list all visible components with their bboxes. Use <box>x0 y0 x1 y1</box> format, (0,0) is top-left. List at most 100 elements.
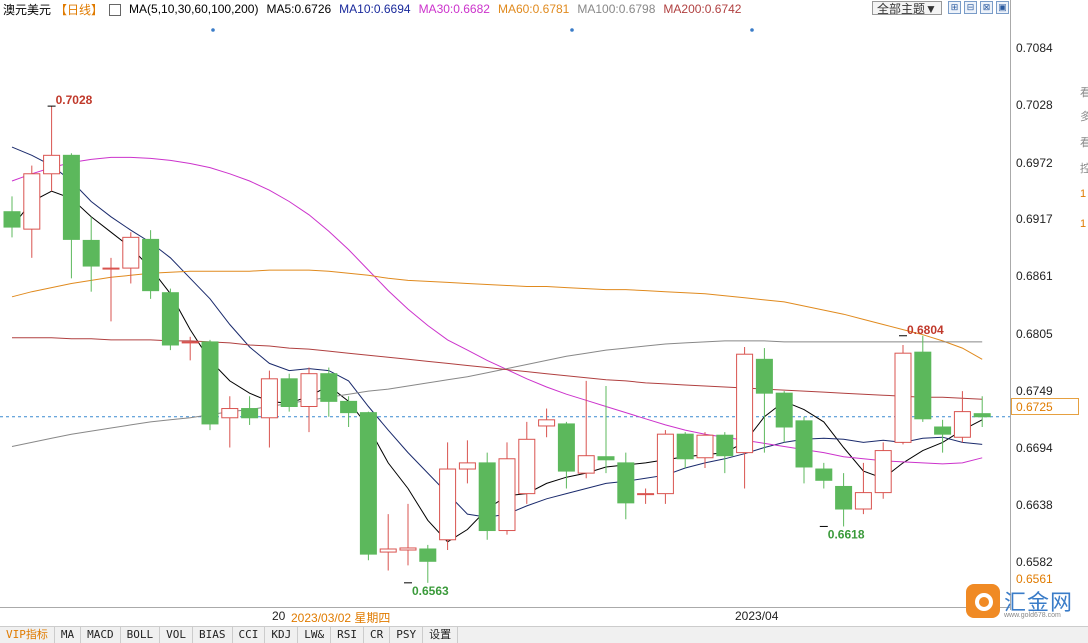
ma5-value: MA5:0.6726 <box>266 2 332 16</box>
current-price-box: 0.6725 <box>1011 398 1079 415</box>
candle-body <box>637 493 655 496</box>
side-char: 1 <box>1080 188 1087 200</box>
y-tick-label: 0.6805 <box>1016 326 1053 341</box>
candle-body <box>755 358 773 394</box>
candlestick-chart[interactable]: 0.7028 0.6563 0.6804 0.6618 <box>0 0 1010 607</box>
candle-body <box>577 455 595 474</box>
candle-body <box>597 456 615 461</box>
ma30-value: MA30:0.6682 <box>418 2 490 16</box>
logo-icon <box>966 584 1000 618</box>
candle-body <box>359 412 377 555</box>
candle-body <box>320 373 338 402</box>
side-char: 1 <box>1080 218 1087 230</box>
ma-title: MA(5,10,30,60,100,200) <box>129 2 259 16</box>
candle-body <box>181 341 199 344</box>
candle-body <box>458 462 476 470</box>
candle-body <box>142 238 160 292</box>
side-char: 控 <box>1080 163 1088 175</box>
candle-body <box>557 423 575 472</box>
event-marker <box>570 28 574 32</box>
ma60-value: MA60:0.6781 <box>497 2 570 16</box>
candle-body <box>399 547 417 551</box>
extreme-label: 0.6563 <box>412 584 449 598</box>
zoom-out-icon[interactable]: ⊟ <box>964 1 977 14</box>
y-tick-label: 0.6638 <box>1016 497 1053 512</box>
theme-dropdown[interactable]: 全部主题▼ <box>872 1 942 16</box>
ma-line-ma60 <box>11 269 983 360</box>
ma-line-ma10 <box>11 146 983 518</box>
tab-ma[interactable]: MA <box>55 627 82 643</box>
extreme-label: 0.7028 <box>56 93 93 107</box>
y-tick-label: 0.6749 <box>1016 384 1053 399</box>
tab-cr[interactable]: CR <box>364 627 391 643</box>
y-tick-label: 0.6917 <box>1016 211 1053 226</box>
tab-kdj[interactable]: KDJ <box>265 627 299 643</box>
candle-body <box>439 468 457 541</box>
tab-lw[interactable]: LW& <box>298 627 332 643</box>
candle-body <box>201 341 219 425</box>
y-tick-label: 0.6972 <box>1016 155 1053 170</box>
tab-bias[interactable]: BIAS <box>193 627 233 643</box>
candle-body <box>260 378 278 419</box>
tab-vol[interactable]: VOL <box>160 627 193 643</box>
candle-body <box>280 378 298 407</box>
fullscreen-icon[interactable]: ▣ <box>996 1 1009 14</box>
candle-body <box>419 548 437 562</box>
tab-macd[interactable]: MACD <box>81 627 121 643</box>
candle-body <box>82 239 100 267</box>
candle-body <box>498 458 516 532</box>
candle-body <box>23 173 41 230</box>
extreme-label: 0.6618 <box>828 527 865 541</box>
y-tick-label: 0.6861 <box>1016 269 1053 284</box>
candle-body <box>696 434 714 459</box>
logo: 汇金网 www.gold678.com <box>966 584 1074 619</box>
candle-body <box>656 433 674 495</box>
candle-body <box>676 433 694 460</box>
bottom-price-label: 0.6561 <box>1016 572 1053 586</box>
y-tick-label: 0.6694 <box>1016 440 1053 455</box>
tab-psy[interactable]: PSY <box>390 627 424 643</box>
tab-cci[interactable]: CCI <box>233 627 266 643</box>
y-tick-label: 0.7028 <box>1016 98 1053 113</box>
chart-header: 澳元美元 【日线】 MA(5,10,30,60,100,200) MA5:0.6… <box>0 0 1010 18</box>
time-axis <box>0 607 1010 626</box>
candle-body <box>478 462 496 532</box>
tab-boll[interactable]: BOLL <box>121 627 161 643</box>
logo-name: 汇金网 <box>1004 590 1074 615</box>
candle-body <box>538 419 556 427</box>
candle-body <box>122 236 140 269</box>
candle-body <box>518 438 536 495</box>
ma10-value: MA10:0.6694 <box>339 2 411 16</box>
candle-body <box>874 450 892 494</box>
candle-body <box>815 468 833 481</box>
y-tick-label: 0.7084 <box>1016 40 1053 55</box>
tab-rsi[interactable]: RSI <box>331 627 364 643</box>
y-tick-label: 0.6582 <box>1016 555 1053 570</box>
extreme-label: 0.6804 <box>907 323 944 337</box>
candle-body <box>62 154 80 240</box>
candle-body <box>953 411 971 438</box>
tab-vip[interactable]: VIP指标 <box>0 627 55 643</box>
side-char: 看 <box>1080 87 1088 99</box>
candle-body <box>934 426 952 435</box>
tab-settings[interactable]: 设置 <box>423 627 459 643</box>
scroll-icon[interactable]: ⊠ <box>980 1 993 14</box>
side-char: 看 <box>1080 137 1088 149</box>
period-label[interactable]: 【日线】 <box>55 2 104 17</box>
candle-body <box>973 413 991 418</box>
ma-line-ma30 <box>11 156 983 465</box>
ma-toggle-checkbox[interactable] <box>109 4 122 16</box>
candle-body <box>795 420 813 468</box>
indicator-tabs: VIP指标 MA MACD BOLL VOL BIAS CCI KDJ LW& … <box>0 626 1088 643</box>
side-char: 多 <box>1080 111 1088 123</box>
price-axis <box>1010 0 1088 610</box>
ma-line-ma200 <box>12 337 983 400</box>
zoom-in-icon[interactable]: ⊞ <box>948 1 961 14</box>
candle-body <box>340 400 358 414</box>
candle-body <box>775 392 793 428</box>
candle-body <box>736 353 754 454</box>
candle-body <box>716 434 734 457</box>
candle-body <box>161 292 179 346</box>
candle-body <box>43 154 61 175</box>
candle-body <box>914 351 932 420</box>
